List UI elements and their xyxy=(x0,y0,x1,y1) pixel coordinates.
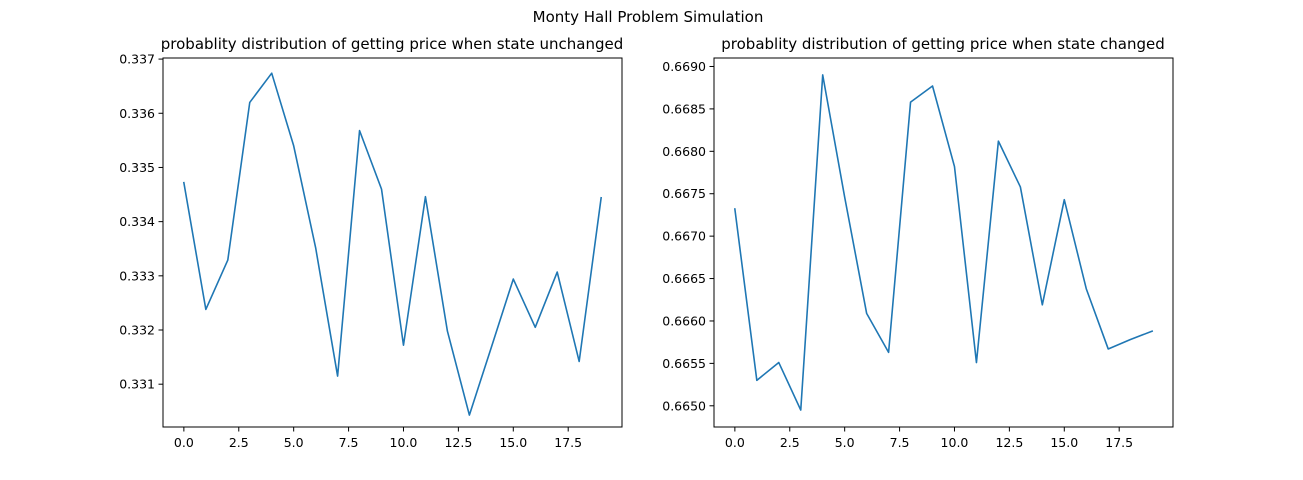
y-tick-label-changed: 0.6650 xyxy=(662,398,706,413)
series-line-unchanged xyxy=(182,72,603,416)
y-tick-label-unchanged: 0.333 xyxy=(119,268,155,283)
plot-area-unchanged: 0.0 2.5 5.0 7.5 10.0 12.5 15.0 17.5 0.331 0.332 0.… xyxy=(119,52,603,450)
x-tick-label-changed: 10.0 xyxy=(941,435,969,450)
x-tick-label-unchanged: 7.5 xyxy=(339,435,359,450)
axes-frame-changed xyxy=(713,57,1174,428)
y-tick-label-changed: 0.6675 xyxy=(662,186,706,201)
y-tick-label-unchanged: 0.334 xyxy=(119,214,155,229)
x-tick-label-changed: 2.5 xyxy=(780,435,800,450)
x-tick-label-unchanged: 10.0 xyxy=(390,435,418,450)
y-tick-label-unchanged: 0.335 xyxy=(119,160,155,175)
x-tick-label-changed: 12.5 xyxy=(995,435,1023,450)
y-tick-label-unchanged: 0.337 xyxy=(119,52,155,67)
subplot-changed: probablity distribution of getting price… xyxy=(662,35,1174,450)
x-tick-label-changed: 7.5 xyxy=(890,435,910,450)
subplot-unchanged: probablity distribution of getting price… xyxy=(119,35,623,450)
y-tick-label-changed: 0.6670 xyxy=(662,229,706,244)
y-tick-label-unchanged: 0.332 xyxy=(119,323,155,338)
figure-title: Monty Hall Problem Simulation xyxy=(533,8,764,26)
plot-area-changed: 0.0 2.5 5.0 7.5 10.0 12.5 15.0 17.5 0.6650 0.6655… xyxy=(662,59,1154,450)
series-line-changed xyxy=(733,74,1154,411)
x-tick-label-unchanged: 17.5 xyxy=(554,435,582,450)
x-tick-label-changed: 0.0 xyxy=(725,435,745,450)
y-tick-label-changed: 0.6665 xyxy=(662,271,706,286)
x-tick-label-unchanged: 12.5 xyxy=(444,435,472,450)
x-tick-label-unchanged: 2.5 xyxy=(229,435,249,450)
y-tick-label-changed: 0.6680 xyxy=(662,144,706,159)
x-tick-label-unchanged: 15.0 xyxy=(499,435,527,450)
y-tick-label-changed: 0.6660 xyxy=(662,313,706,328)
x-tick-label-changed: 17.5 xyxy=(1105,435,1133,450)
y-tick-label-unchanged: 0.336 xyxy=(119,106,155,121)
subplot-title-changed: probablity distribution of getting price… xyxy=(721,35,1164,53)
y-tick-label-changed: 0.6655 xyxy=(662,356,706,371)
y-tick-label-changed: 0.6690 xyxy=(662,59,706,74)
subplot-title-unchanged: probablity distribution of getting price… xyxy=(161,35,623,53)
x-tick-label-unchanged: 0.0 xyxy=(174,435,194,450)
y-tick-label-changed: 0.6685 xyxy=(662,101,706,116)
axes-frame-unchanged xyxy=(162,57,623,428)
y-tick-label-unchanged: 0.331 xyxy=(119,377,155,392)
x-tick-label-unchanged: 5.0 xyxy=(284,435,304,450)
x-tick-label-changed: 15.0 xyxy=(1050,435,1078,450)
x-tick-label-changed: 5.0 xyxy=(835,435,855,450)
